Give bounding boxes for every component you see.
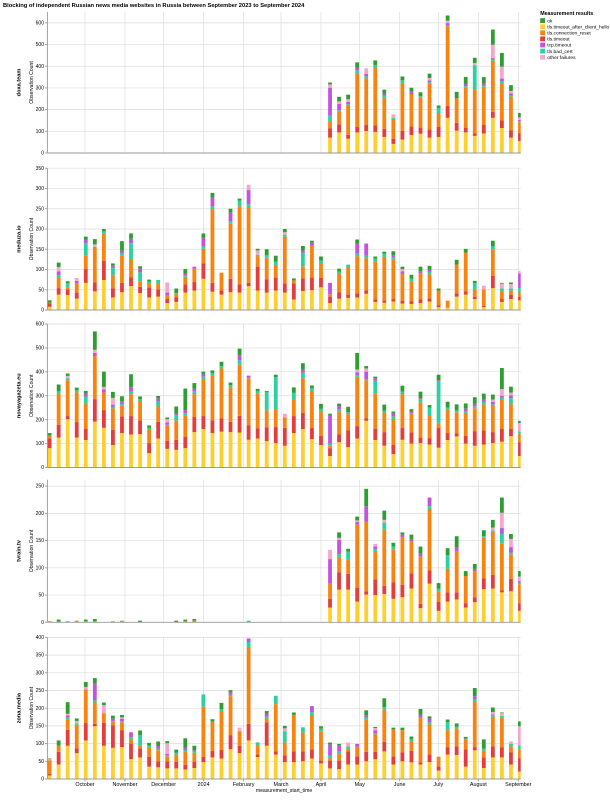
svg-text:200: 200 bbox=[36, 227, 45, 233]
svg-text:0: 0 bbox=[41, 465, 44, 471]
svg-text:ok: ok bbox=[547, 18, 553, 24]
svg-text:tvrain.tv: tvrain.tv bbox=[17, 539, 23, 562]
svg-text:350: 350 bbox=[36, 166, 45, 172]
svg-text:Blocking of independent Russia: Blocking of independent Russian news med… bbox=[3, 3, 305, 9]
svg-text:June: June bbox=[394, 782, 406, 788]
svg-text:0: 0 bbox=[41, 308, 44, 314]
svg-text:100: 100 bbox=[36, 267, 45, 273]
svg-text:February: February bbox=[233, 782, 255, 788]
svg-text:250: 250 bbox=[36, 688, 45, 694]
svg-text:250: 250 bbox=[36, 206, 45, 212]
svg-text:December: December bbox=[151, 782, 176, 788]
svg-text:April: April bbox=[316, 782, 327, 788]
svg-text:meduza.io: meduza.io bbox=[17, 225, 23, 253]
svg-text:Observation Count: Observation Count bbox=[29, 529, 35, 572]
svg-text:300: 300 bbox=[36, 186, 45, 192]
svg-text:Observation Count: Observation Count bbox=[29, 217, 35, 260]
svg-text:July: July bbox=[434, 782, 444, 788]
svg-text:March: March bbox=[274, 782, 289, 788]
svg-text:0: 0 bbox=[41, 777, 44, 783]
svg-text:250: 250 bbox=[36, 484, 45, 490]
svg-text:other failures: other failures bbox=[547, 55, 576, 61]
svg-text:100: 100 bbox=[36, 441, 45, 447]
svg-text:October: October bbox=[75, 782, 94, 788]
svg-text:600: 600 bbox=[36, 322, 45, 328]
svg-text:400: 400 bbox=[36, 64, 45, 70]
svg-text:500: 500 bbox=[36, 346, 45, 352]
svg-text:zona.media: zona.media bbox=[17, 692, 23, 723]
svg-text:300: 300 bbox=[36, 86, 45, 92]
svg-text:2024: 2024 bbox=[198, 782, 210, 788]
svg-text:200: 200 bbox=[36, 107, 45, 113]
svg-text:50: 50 bbox=[38, 759, 44, 765]
svg-text:100: 100 bbox=[36, 741, 45, 747]
svg-text:600: 600 bbox=[36, 20, 45, 26]
svg-text:0: 0 bbox=[41, 151, 44, 157]
svg-text:300: 300 bbox=[36, 670, 45, 676]
svg-text:400: 400 bbox=[36, 369, 45, 375]
svg-text:tls.bad_cert: tls.bad_cert bbox=[547, 49, 573, 55]
svg-text:tls.timeout_after_client_hello: tls.timeout_after_client_hello bbox=[547, 24, 609, 30]
svg-text:200: 200 bbox=[36, 417, 45, 423]
svg-text:tls.timeout: tls.timeout bbox=[547, 37, 570, 43]
svg-text:May: May bbox=[355, 782, 365, 788]
svg-text:November: November bbox=[113, 782, 138, 788]
svg-text:Observation Count: Observation Count bbox=[29, 374, 35, 417]
svg-text:measurement_start_time: measurement_start_time bbox=[256, 788, 313, 794]
svg-text:150: 150 bbox=[36, 724, 45, 730]
svg-text:50: 50 bbox=[38, 287, 44, 293]
svg-text:100: 100 bbox=[36, 565, 45, 571]
svg-text:Observation Count: Observation Count bbox=[29, 686, 35, 729]
svg-text:400: 400 bbox=[36, 635, 45, 641]
svg-text:August: August bbox=[470, 782, 487, 788]
svg-text:100: 100 bbox=[36, 129, 45, 135]
svg-text:September: September bbox=[505, 782, 532, 788]
svg-text:0: 0 bbox=[41, 620, 44, 626]
svg-text:150: 150 bbox=[36, 247, 45, 253]
svg-text:tls.connection_reset: tls.connection_reset bbox=[547, 31, 591, 37]
svg-text:350: 350 bbox=[36, 653, 45, 659]
svg-text:50: 50 bbox=[38, 593, 44, 599]
svg-text:200: 200 bbox=[36, 511, 45, 517]
svg-text:300: 300 bbox=[36, 393, 45, 399]
svg-text:novayagazeta.eu: novayagazeta.eu bbox=[17, 373, 23, 418]
svg-text:150: 150 bbox=[36, 538, 45, 544]
svg-text:doxa.team: doxa.team bbox=[17, 69, 23, 97]
svg-text:200: 200 bbox=[36, 706, 45, 712]
svg-text:tcp.timeout: tcp.timeout bbox=[547, 43, 572, 49]
svg-text:Observation Count: Observation Count bbox=[29, 61, 35, 104]
svg-text:500: 500 bbox=[36, 42, 45, 48]
svg-text:Measurement results: Measurement results bbox=[540, 11, 593, 17]
